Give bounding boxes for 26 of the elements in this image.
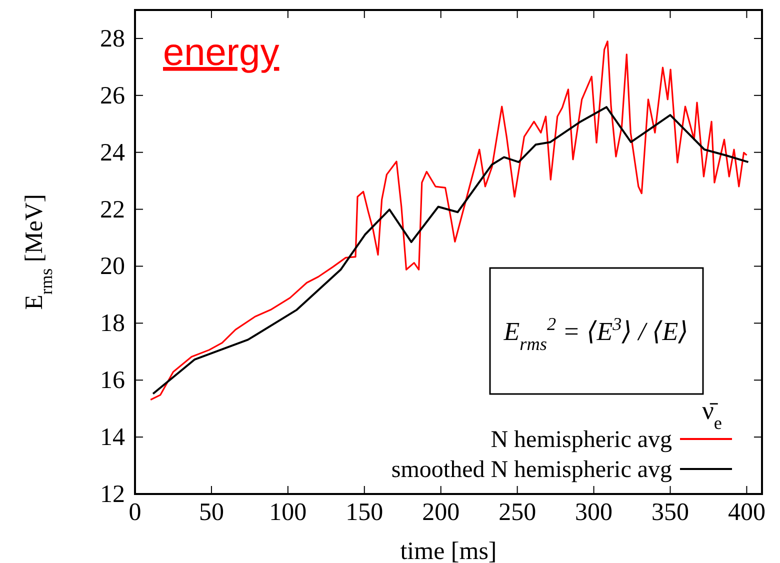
x-tick-label: 150 [346, 499, 384, 526]
legend-label: N hemispheric avg [490, 427, 672, 453]
x-tick-label: 200 [422, 499, 460, 526]
x-tick-label: 400 [728, 499, 766, 526]
legend-label: smoothed N hemispheric avg [391, 457, 672, 483]
x-tick-label: 250 [498, 499, 536, 526]
legend-title: ν̄$_{e}$ [702, 396, 722, 433]
x-tick-label: 300 [575, 499, 613, 526]
line-series [152, 106, 750, 395]
x-tick-label: 100 [269, 499, 307, 526]
y-tick-label: 12 [100, 481, 125, 508]
x-tick-label: 50 [198, 499, 224, 526]
x-axis-title: time [ms] [400, 538, 497, 563]
annotation: E$_{rms}$$^{2}$ = ⟨E$^{3}$⟩ / ⟨E⟩ [502, 314, 688, 354]
x-tick-label: 0 [128, 499, 142, 526]
line-series [150, 40, 748, 401]
y-tick-label: 16 [100, 367, 125, 394]
y-tick-label: 14 [100, 424, 126, 452]
text: energy [163, 32, 280, 74]
y-tick-label: 24 [100, 139, 126, 166]
y-tick-label: 26 [100, 82, 125, 110]
y-tick-label: 18 [100, 310, 125, 338]
y-tick-label: 20 [100, 253, 125, 280]
y-tick-label: 28 [100, 25, 125, 52]
x-tick-label: 350 [651, 499, 689, 526]
y-tick-label: 22 [100, 196, 125, 224]
